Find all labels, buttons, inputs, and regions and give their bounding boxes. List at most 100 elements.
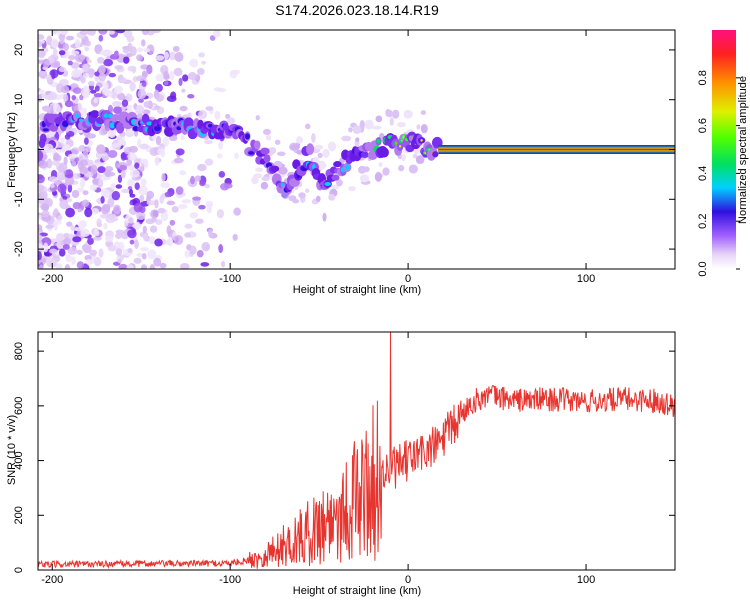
spectrogram-noise-blob (86, 258, 92, 266)
spectrogram-noise-blob (208, 228, 213, 238)
spectrogram-noise-blob (38, 40, 43, 48)
spectrogram-noise-blob (184, 232, 191, 238)
spectrogram-noise-blob (127, 65, 137, 72)
spectrogram-noise-blob (64, 263, 71, 269)
spectrogram-noise-blob (260, 181, 269, 190)
spectrogram-noise-blob (42, 58, 50, 68)
spectrogram-noise-blob (72, 87, 82, 94)
spectrogram-noise-blob (314, 144, 324, 150)
spectrogram-noise-blob (136, 252, 144, 258)
spectrogram-noise-blob (114, 50, 119, 57)
spectrogram-noise-blob (115, 184, 123, 189)
spectrogram-noise-blob (103, 81, 109, 91)
spectrogram-noise-blob (198, 52, 205, 58)
spectrogram-noise-blob (225, 113, 231, 120)
spectrogram-ridge-core (42, 128, 49, 132)
spectrogram-noise-blob (98, 34, 104, 42)
snr-plot-area (38, 332, 675, 570)
spectrogram-noise-blob (146, 64, 153, 75)
spectrogram-noise-blob (197, 68, 205, 76)
spectrogram-noise-blob (38, 71, 48, 78)
spectrogram-noise-blob (134, 239, 139, 249)
spectrogram-noise-blob (111, 100, 122, 107)
spectrogram-noise-blob (155, 219, 163, 225)
snr-xlabel: Height of straight line (km) (293, 585, 421, 597)
spectrogram-noise-blob (157, 148, 164, 155)
spectrogram-noise-blob (45, 74, 53, 81)
spectrogram-noise-blob (43, 252, 50, 257)
spectrogram-noise-blob (348, 186, 356, 192)
spectrogram-noise-blob (38, 160, 49, 169)
spectrogram-noise-blob (48, 91, 58, 101)
spectrogram-noise-blob (154, 199, 159, 209)
spectrogram-noise-blob (221, 260, 226, 268)
chart-title: S174.2026.023.18.14.R19 (275, 2, 439, 18)
spectrogram-noise-blob (348, 127, 353, 133)
spectrogram-noise-blob (87, 237, 94, 245)
spectrogram-noise-blob (199, 180, 206, 187)
spectrogram-noise-blob (38, 93, 43, 103)
spectrogram-noise-blob (79, 94, 84, 101)
snr-frame (37, 331, 676, 571)
spectrogram-noise-blob (76, 261, 84, 269)
spectrogram-noise-blob (39, 264, 44, 269)
snr-xtick-label: -200 (41, 574, 63, 586)
spectrogram-ridge-core (207, 123, 213, 128)
spectrogram-noise-blob (216, 87, 227, 93)
spectrogram-noise-blob (45, 224, 54, 229)
spectrogram-steady-band (438, 148, 675, 151)
spectrogram-noise-blob (128, 189, 134, 196)
spectrogram-noise-blob (298, 192, 306, 199)
spectrogram-noise-blob (102, 203, 111, 213)
spectrogram-noise-blob (118, 263, 128, 269)
spectrogram-noise-blob (216, 153, 223, 159)
spectrogram-noise-blob (142, 233, 149, 242)
spectrogram-noise-blob (341, 135, 352, 142)
spectrogram-noise-blob (63, 237, 71, 246)
spectrogram-noise-blob (119, 254, 125, 260)
spectrogram-noise-blob (108, 72, 116, 78)
spectrogram-ytick-label: 10 (13, 94, 25, 106)
spectrogram-noise-blob (149, 147, 159, 157)
spectrogram-noise-blob (82, 243, 92, 253)
spectrogram-noise-blob (107, 245, 117, 252)
colorbar-gradient (712, 30, 736, 269)
spectrogram-noise-blob (145, 218, 155, 225)
spectrogram-noise-blob (412, 154, 418, 159)
spectrogram-noise-blob (113, 106, 123, 114)
spectrogram-noise-blob (78, 220, 87, 229)
spectrogram-ridge-blob (164, 126, 175, 137)
spectrogram-noise-blob (226, 117, 236, 125)
spectrogram-noise-blob (153, 257, 162, 267)
spectrogram-noise-blob (127, 178, 135, 187)
spectrogram-noise-blob (214, 110, 221, 120)
snr-xtick-label: 0 (405, 574, 411, 586)
spectrogram-noise-blob (93, 256, 102, 267)
spectrogram-ridge-blob (270, 165, 280, 172)
spectrogram-noise-blob (97, 56, 105, 64)
spectrogram-noise-blob (182, 74, 189, 82)
spectrogram-noise-blob (197, 163, 207, 172)
spectrogram-noise-blob (379, 133, 385, 140)
spectrogram-noise-blob (56, 106, 63, 113)
spectrogram-noise-blob (420, 124, 428, 134)
spectrogram-noise-blob (403, 109, 413, 119)
spectrogram-noise-blob (87, 30, 96, 36)
spectrogram-noise-blob (261, 176, 270, 182)
spectrogram-noise-blob (159, 262, 167, 269)
spectrogram-noise-blob (98, 30, 108, 35)
spectrogram-noise-blob (181, 199, 191, 204)
spectrogram-noise-blob (212, 30, 221, 38)
snr-series-line (38, 332, 675, 570)
spectrogram-noise-blob (204, 158, 214, 166)
spectrogram-noise-blob (164, 191, 173, 198)
spectrogram-noise-blob (56, 170, 65, 179)
spectrogram-noise-blob (315, 195, 321, 203)
spectrogram-noise-blob (79, 107, 88, 118)
spectrogram-noise-blob (63, 93, 69, 103)
spectrogram-noise-blob (92, 178, 99, 186)
spectrogram-noise-blob (146, 200, 156, 206)
spectrogram-noise-blob (67, 246, 78, 255)
spectrogram-noise-blob (175, 148, 185, 156)
snr-ytick-label: 800 (13, 342, 25, 360)
